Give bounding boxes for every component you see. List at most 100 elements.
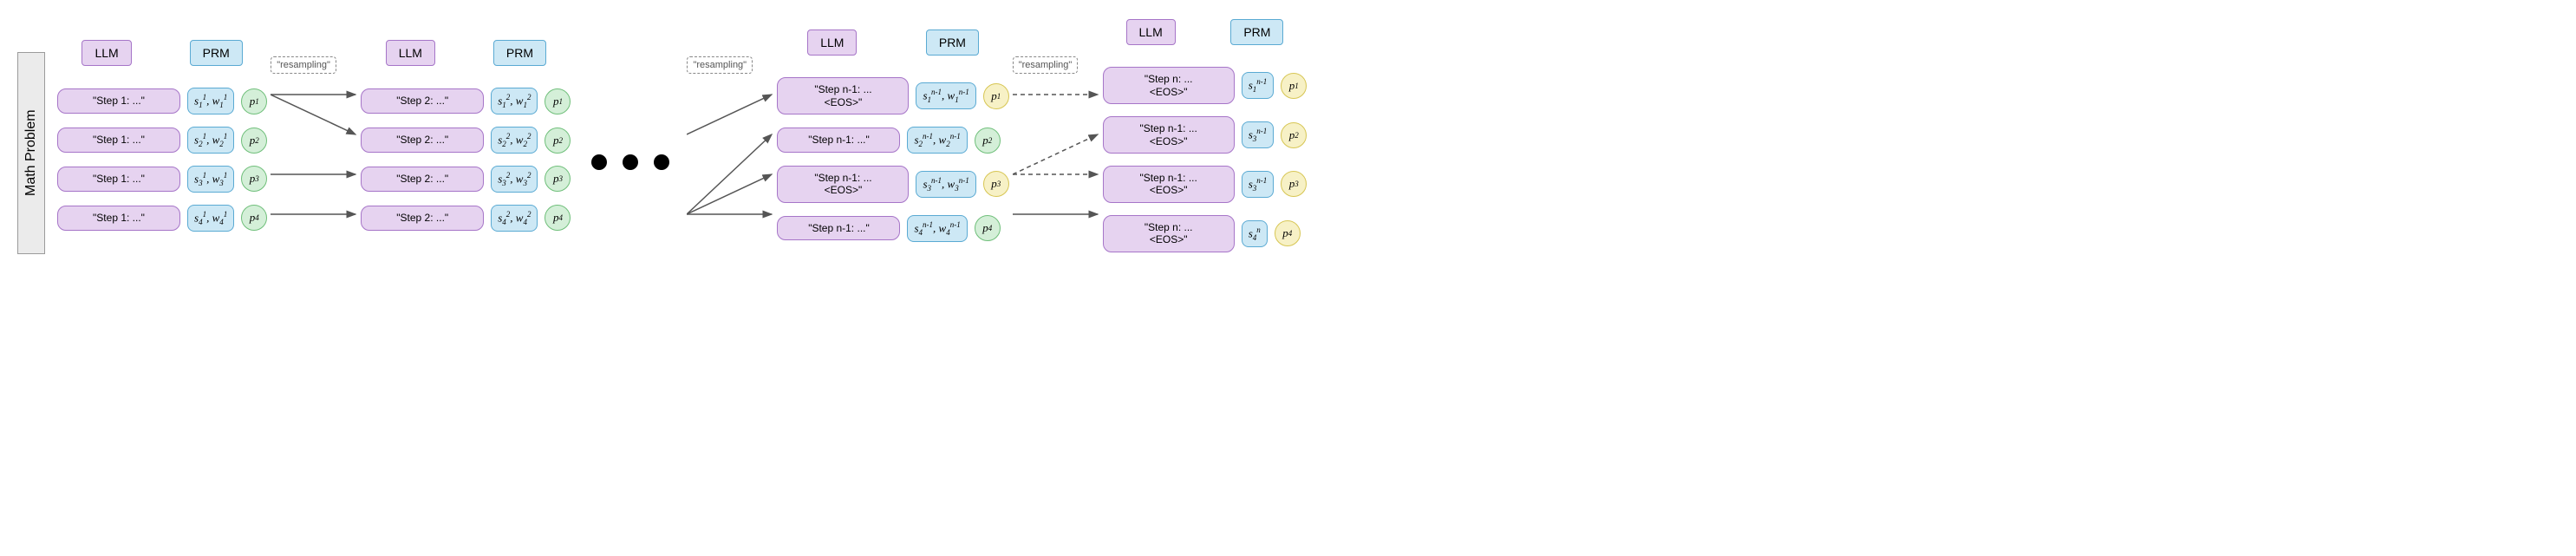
stage-s1: LLMPRM"Step 1: ..."s11, w11p1"Step 1: ..…	[57, 40, 267, 232]
row: "Step 1: ..." s31, w31 p3	[57, 166, 267, 193]
rows: "Step n-1: ...<EOS>"s1n-1, w1n-1p1"Step …	[777, 77, 1008, 241]
row: "Step n: ...<EOS>" s1n-1p1	[1103, 67, 1308, 104]
arrows	[271, 81, 357, 254]
step-box: "Step 2: ..."	[361, 128, 484, 152]
p-circle: p1	[241, 88, 267, 114]
sw-box: s41, w41	[187, 205, 234, 232]
p-circle: p2	[545, 128, 571, 154]
row: "Step n-1: ...<EOS>" s1n-1, w1n-1 p1	[777, 77, 1008, 114]
sw-box: s4n-1, w4n-1	[907, 215, 967, 242]
p-circle: p3	[1281, 171, 1307, 197]
resampling-label: "resampling"	[687, 56, 753, 74]
dot	[623, 154, 638, 170]
stage-s2: LLMPRM"Step 2: ..."s12, w12p1"Step 2: ..…	[361, 40, 571, 232]
llm-header: LLM	[386, 40, 435, 66]
stage-s3: LLM PRM "Step n-1: ...<EOS>" s1n-1, w1n-1 p1…	[777, 29, 1008, 241]
step-box: "Step 1: ..."	[57, 167, 180, 191]
step-box: "Step n-1: ...<EOS>"	[777, 166, 909, 203]
step-box: "Step n-1: ..."	[777, 216, 900, 240]
arrow	[687, 174, 772, 214]
p-circle: p3	[983, 171, 1009, 197]
row: "Step n: ...<EOS>" s4n p4	[1103, 215, 1308, 252]
row: "Step 2: ..." s12, w12 p1	[361, 88, 571, 114]
p-circle: p1	[1281, 73, 1307, 99]
prm-header: PRM	[190, 40, 243, 66]
sw-box: s21, w21	[187, 127, 234, 154]
connector-c2: "resampling"	[687, 56, 773, 254]
dot	[591, 154, 607, 170]
step-box: "Step 2: ..."	[361, 167, 484, 191]
llm-header: LLM	[807, 29, 857, 56]
step-box: "Step n-1: ...<EOS>"	[777, 77, 909, 114]
ellipsis-dots	[591, 154, 669, 170]
stage-headers: LLM PRM	[777, 29, 1008, 56]
p-circle: p1	[545, 88, 571, 114]
row: "Step n-1: ...<EOS>" s3n-1p2	[1103, 116, 1308, 154]
s-box: s3n-1	[1242, 121, 1275, 148]
step-box: "Step 1: ..."	[57, 206, 180, 230]
step-box: "Step 1: ..."	[57, 88, 180, 113]
math-problem-label: Math Problem	[17, 52, 45, 254]
row: "Step 1: ..." s21, w21 p2	[57, 127, 267, 154]
sw-box: s12, w12	[491, 88, 538, 114]
stage-headers: LLM PRM	[57, 40, 267, 66]
arrow	[687, 95, 772, 134]
sw-box: s2n-1, w2n-1	[907, 127, 967, 154]
prm-header: PRM	[1230, 19, 1283, 45]
sw-box: s42, w42	[491, 205, 538, 232]
resampling-label: "resampling"	[271, 56, 336, 74]
arrow	[687, 134, 772, 214]
resampling-label: "resampling"	[1013, 56, 1079, 74]
rows: "Step 1: ..." s11, w11 p1 "Step 1: ..." s21,…	[57, 88, 267, 232]
p-circle: p4	[545, 205, 571, 231]
step-box: "Step n-1: ..."	[777, 128, 900, 152]
row: "Step 2: ..." s22, w22 p2	[361, 127, 571, 154]
prm-header: PRM	[926, 29, 979, 56]
sw-box: s11, w11	[187, 88, 234, 114]
row: "Step n-1: ..." s4n-1, w4n-1 p4	[777, 215, 1008, 242]
row: "Step n-1: ...<EOS>" s3n-1, w3n-1 p3	[777, 166, 1008, 203]
row: "Step n-1: ...<EOS>" s3n-1p3	[1103, 166, 1308, 203]
arrows	[687, 81, 773, 254]
connector-c1: "resampling"	[271, 56, 357, 254]
prm-header: PRM	[493, 40, 546, 66]
sw-box: s22, w22	[491, 127, 538, 154]
llm-header: LLM	[1126, 19, 1176, 45]
p-circle: p4	[975, 215, 1001, 241]
stage-headers: LLM PRM	[1103, 19, 1308, 45]
row: "Step 2: ..." s42, w42 p4	[361, 205, 571, 232]
p-circle: p2	[241, 128, 267, 154]
arrows	[1013, 81, 1099, 254]
step-box: "Step n: ...<EOS>"	[1103, 215, 1235, 252]
step-box: "Step n-1: ...<EOS>"	[1103, 116, 1235, 154]
p-circle: p1	[983, 83, 1009, 109]
sw-box: s31, w31	[187, 166, 234, 193]
row: "Step 2: ..." s32, w32 p3	[361, 166, 571, 193]
step-box: "Step 2: ..."	[361, 88, 484, 113]
step-box: "Step 1: ..."	[57, 128, 180, 152]
sw-box: s1n-1, w1n-1	[916, 82, 975, 109]
step-box: "Step 2: ..."	[361, 206, 484, 230]
p-circle: p3	[241, 166, 267, 192]
p-circle: p3	[545, 166, 571, 192]
s-box: s1n-1	[1242, 72, 1275, 99]
stage-s4: LLM PRM "Step n: ...<EOS>" s1n-1p1 "Step n-1…	[1103, 19, 1308, 252]
arrow	[271, 95, 355, 134]
s-box: s3n-1	[1242, 171, 1275, 198]
step-box: "Step n-1: ...<EOS>"	[1103, 166, 1235, 203]
connector-c3: "resampling"	[1013, 56, 1099, 254]
step-box: "Step n: ...<EOS>"	[1103, 67, 1235, 104]
arrow	[1013, 134, 1098, 174]
row: "Step 1: ..." s11, w11 p1	[57, 88, 267, 114]
s-box: s4n	[1242, 220, 1268, 247]
p-circle: p4	[1275, 220, 1301, 246]
llm-header: LLM	[82, 40, 131, 66]
p-circle: p2	[1281, 122, 1307, 148]
p-circle: p4	[241, 205, 267, 231]
stage-headers: LLM PRM	[361, 40, 571, 66]
sw-box: s3n-1, w3n-1	[916, 171, 975, 198]
p-circle: p2	[975, 128, 1001, 154]
row: "Step n-1: ..." s2n-1, w2n-1 p2	[777, 127, 1008, 154]
rows: "Step 2: ..." s12, w12 p1 "Step 2: ..." s22,…	[361, 88, 571, 232]
sw-box: s32, w32	[491, 166, 538, 193]
